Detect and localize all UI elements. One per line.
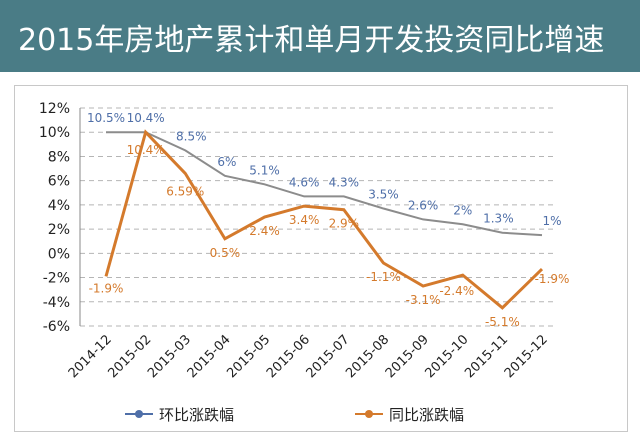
data-label-huanbi: 3.5% bbox=[368, 188, 399, 202]
legend-label-tongbi: 同比涨跌幅 bbox=[389, 405, 465, 424]
y-tick-label: 8% bbox=[48, 149, 70, 165]
y-tick-label: 0% bbox=[48, 246, 70, 262]
y-tick-label: 4% bbox=[48, 198, 70, 214]
data-label-huanbi: 2% bbox=[453, 203, 472, 217]
data-label-tongbi: 2.9% bbox=[329, 217, 360, 231]
data-label-huanbi: 8.5% bbox=[176, 129, 207, 143]
y-tick-label: 10% bbox=[39, 125, 70, 141]
data-label-tongbi: 10.4% bbox=[127, 143, 165, 157]
y-tick-label: -2% bbox=[43, 271, 70, 287]
y-tick-label: -4% bbox=[43, 295, 70, 311]
y-tick-label: 2% bbox=[48, 222, 70, 238]
data-label-tongbi: -5.1% bbox=[485, 315, 520, 329]
series-line-huanbi bbox=[106, 131, 543, 237]
data-label-tongbi: 2.4% bbox=[249, 224, 280, 238]
legend-item-huanbi: 环比涨跌幅 bbox=[125, 404, 234, 424]
data-label-huanbi: 2.6% bbox=[408, 198, 439, 212]
y-tick-label: 12% bbox=[39, 101, 70, 117]
data-label-tongbi: -1.1% bbox=[366, 270, 401, 284]
data-label-tongbi: 0.5% bbox=[210, 246, 241, 260]
chart-frame bbox=[14, 85, 628, 432]
data-label-huanbi: 10.4% bbox=[127, 111, 165, 125]
data-label-tongbi: -3.1% bbox=[406, 293, 441, 307]
legend-marker-tongbi bbox=[365, 410, 373, 418]
data-label-huanbi: 6% bbox=[217, 155, 236, 169]
y-tick-label: -6% bbox=[43, 319, 70, 335]
legend-item-tongbi: 同比涨跌幅 bbox=[355, 404, 464, 424]
data-label-huanbi: 1% bbox=[542, 214, 561, 228]
legend-line-huanbi bbox=[125, 410, 153, 418]
legend-marker-huanbi bbox=[135, 410, 143, 418]
data-label-huanbi: 4.6% bbox=[289, 175, 320, 189]
series-line-tongbi bbox=[104, 129, 544, 310]
y-tick-label: 6% bbox=[48, 174, 70, 190]
data-label-tongbi: -1.9% bbox=[535, 272, 570, 286]
data-label-tongbi: 3.4% bbox=[289, 213, 320, 227]
data-label-tongbi: 6.59% bbox=[166, 184, 204, 198]
page-title: 2015年房地产累计和单月开发投资同比增速 bbox=[18, 23, 605, 58]
data-label-huanbi: 1.3% bbox=[483, 212, 514, 226]
data-label-huanbi: 5.1% bbox=[249, 163, 280, 177]
data-label-huanbi: 4.3% bbox=[329, 175, 360, 189]
legend-line-tongbi bbox=[355, 410, 383, 418]
title-bar: 2015年房地产累计和单月开发投资同比增速 bbox=[0, 0, 640, 72]
data-label-huanbi: 10.5% bbox=[87, 111, 125, 125]
data-label-tongbi: -2.4% bbox=[439, 284, 474, 298]
data-label-tongbi: -1.9% bbox=[89, 281, 124, 295]
legend-label-huanbi: 环比涨跌幅 bbox=[159, 405, 235, 424]
x-tick-label: 2015-12 bbox=[502, 332, 551, 381]
